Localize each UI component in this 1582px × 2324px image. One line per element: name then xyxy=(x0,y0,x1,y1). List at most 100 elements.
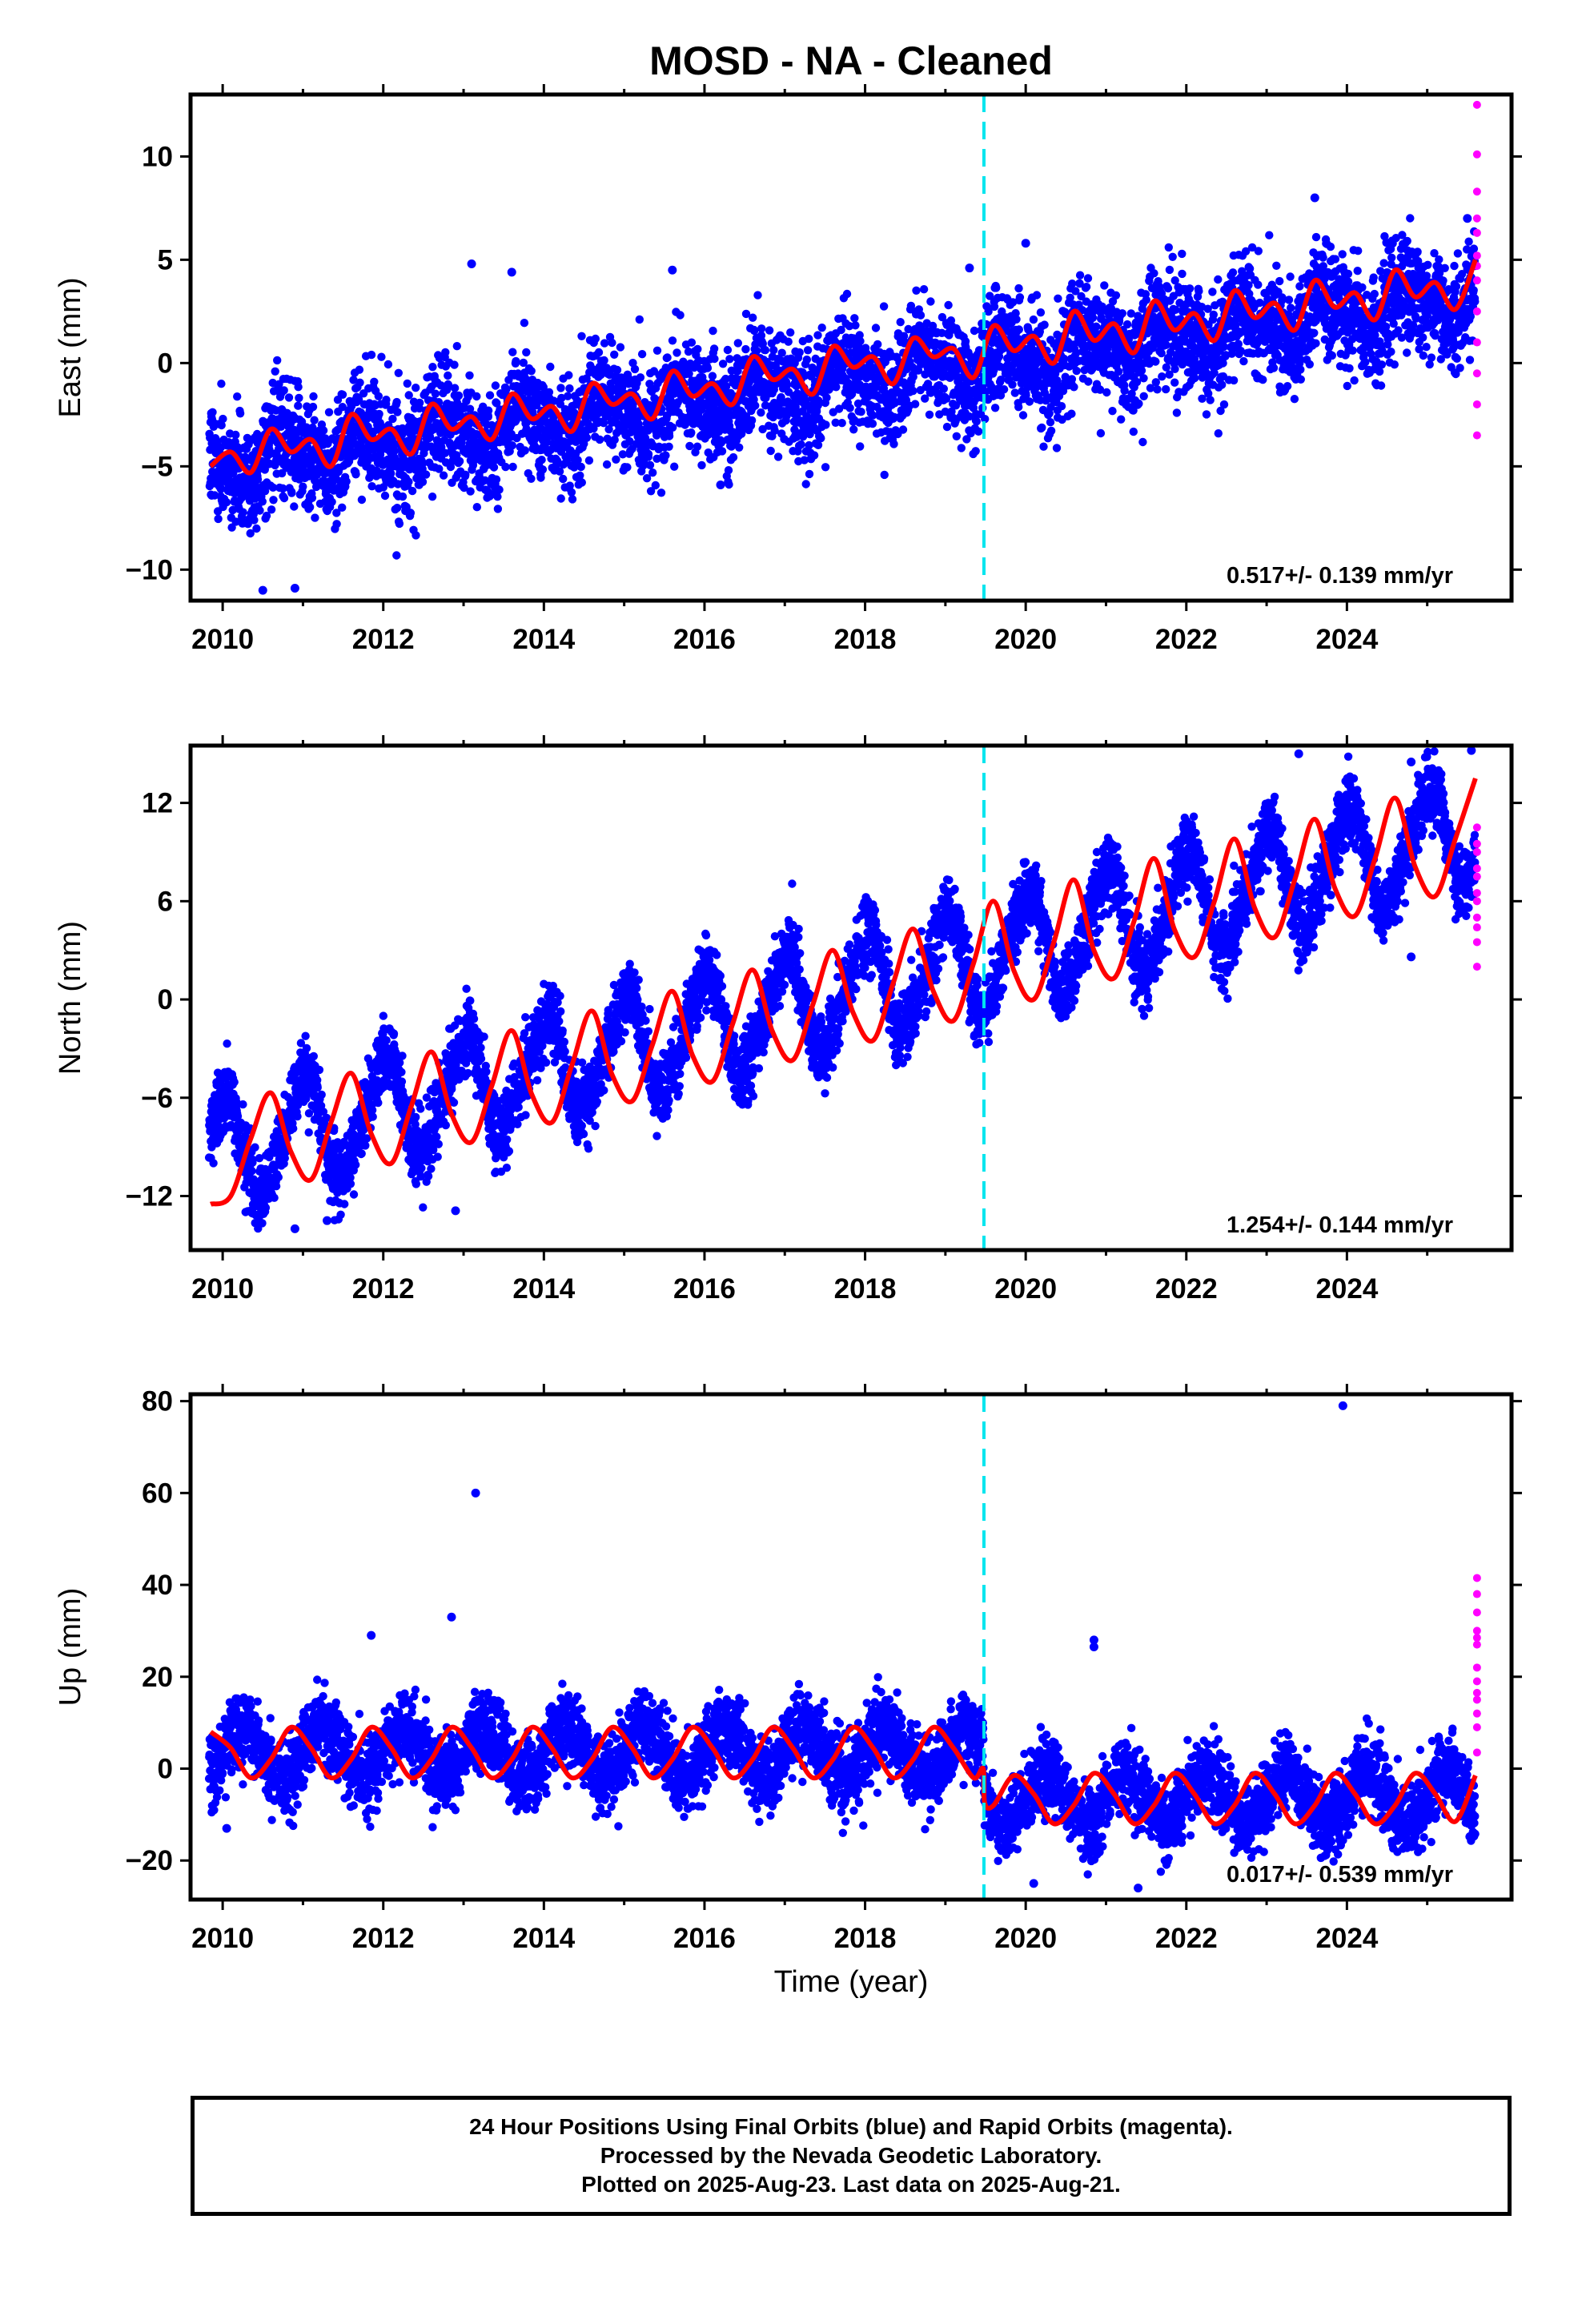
data-point xyxy=(520,319,529,328)
data-point xyxy=(661,451,670,460)
data-point xyxy=(294,383,303,392)
data-point xyxy=(1012,315,1021,324)
data-point xyxy=(250,516,259,525)
data-point xyxy=(665,432,674,440)
data-point xyxy=(564,371,573,380)
data-point xyxy=(708,372,717,380)
data-point xyxy=(747,416,757,425)
data-point xyxy=(527,474,536,483)
data-point xyxy=(1118,309,1127,318)
data-point xyxy=(1108,407,1117,416)
data-point xyxy=(1120,386,1129,395)
data-point xyxy=(765,326,774,335)
data-point xyxy=(1040,320,1049,329)
data-point xyxy=(492,399,501,408)
data-point xyxy=(684,347,693,356)
data-point xyxy=(311,513,319,522)
data-point xyxy=(390,447,399,456)
data-point xyxy=(769,412,777,422)
data-point xyxy=(1295,282,1304,291)
data-point xyxy=(440,448,450,457)
data-point xyxy=(508,348,517,356)
data-point xyxy=(992,283,1001,292)
data-point xyxy=(1151,357,1160,366)
data-point xyxy=(527,367,536,376)
data-point xyxy=(735,443,744,452)
data-point xyxy=(274,444,283,453)
data-point xyxy=(761,346,770,355)
data-point xyxy=(685,441,694,451)
data-point xyxy=(538,465,548,474)
data-point xyxy=(1170,378,1179,387)
data-point xyxy=(898,425,908,434)
data-point xyxy=(1138,437,1147,447)
data-point xyxy=(466,487,475,496)
data-point xyxy=(576,462,585,472)
data-point xyxy=(618,450,628,459)
data-point xyxy=(418,477,428,486)
data-point xyxy=(1015,293,1025,302)
data-point xyxy=(990,404,1000,412)
data-point xyxy=(391,440,400,448)
data-point xyxy=(602,460,612,469)
data-point xyxy=(576,471,584,480)
data-point xyxy=(1137,366,1146,375)
data-point xyxy=(1209,310,1219,320)
data-point xyxy=(670,462,679,471)
data-point xyxy=(612,455,620,464)
data-point xyxy=(809,451,819,460)
data-point xyxy=(1168,252,1177,261)
data-point xyxy=(805,469,814,479)
data-point xyxy=(258,497,267,506)
data-point xyxy=(939,384,949,393)
data-point xyxy=(1111,291,1121,300)
data-point xyxy=(493,493,502,501)
data-point xyxy=(1067,375,1077,384)
data-point xyxy=(857,408,865,416)
data-point xyxy=(556,494,565,503)
data-point xyxy=(1092,322,1101,331)
data-point xyxy=(1172,408,1182,417)
data-point xyxy=(522,348,531,357)
data-point xyxy=(1114,367,1123,376)
data-point xyxy=(1046,426,1056,436)
data-point xyxy=(1018,411,1028,420)
data-point xyxy=(246,529,255,538)
data-point xyxy=(349,376,358,384)
data-point xyxy=(757,408,765,417)
data-point xyxy=(260,487,270,496)
data-point xyxy=(610,436,619,444)
data-point xyxy=(565,481,574,490)
data-point xyxy=(1139,392,1148,400)
data-point xyxy=(295,393,303,403)
data-point xyxy=(357,495,367,505)
data-point xyxy=(472,392,481,401)
data-point xyxy=(784,337,793,346)
data-point xyxy=(676,311,685,320)
data-point xyxy=(419,459,428,468)
data-point xyxy=(912,286,921,295)
data-point xyxy=(697,460,706,470)
data-point xyxy=(758,424,767,434)
data-point xyxy=(777,348,786,357)
data-point xyxy=(1139,374,1148,383)
data-point xyxy=(1100,281,1109,290)
data-point xyxy=(444,371,452,380)
data-point xyxy=(1185,284,1195,293)
data-point xyxy=(636,373,645,382)
data-point xyxy=(821,420,830,429)
data-point xyxy=(851,321,860,330)
data-point xyxy=(637,350,647,359)
data-point xyxy=(1134,399,1143,408)
data-point xyxy=(460,483,468,493)
data-point xyxy=(868,419,877,428)
data-point xyxy=(491,381,500,390)
data-point xyxy=(1310,328,1319,337)
data-point xyxy=(305,503,315,512)
data-point xyxy=(850,314,859,323)
data-point xyxy=(942,422,952,432)
data-point xyxy=(406,509,416,517)
data-point xyxy=(640,433,650,443)
data-point xyxy=(725,355,734,364)
